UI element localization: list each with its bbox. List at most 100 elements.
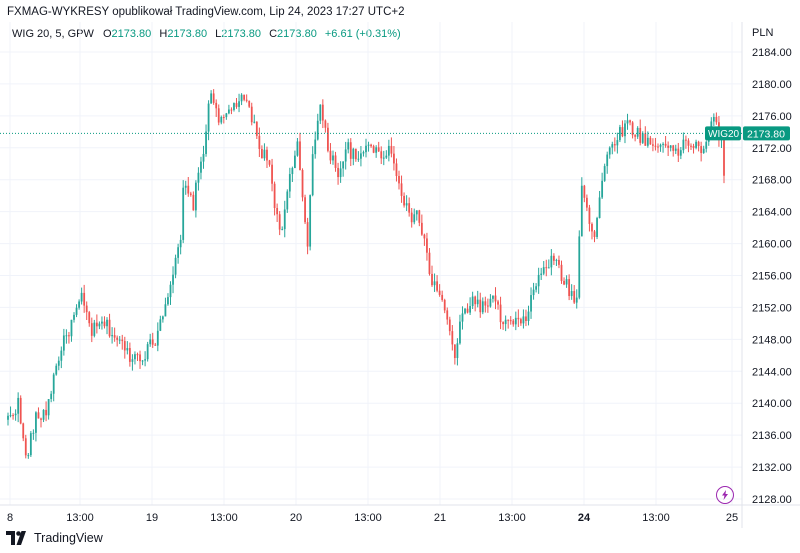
price-tick-label: 2164.00 [752,207,792,219]
candle [65,329,68,344]
candle [215,99,218,117]
time-tick-label: 13:00 [66,512,94,524]
candle [611,141,614,155]
candle [448,316,451,336]
candle [55,363,58,376]
candle [550,249,553,276]
candle [101,316,103,330]
candle [301,168,304,202]
candle [179,234,182,255]
candle [14,409,17,421]
candle [631,121,634,139]
tradingview-logo[interactable]: TradingView [6,531,103,545]
candle [464,308,466,315]
candle [108,313,111,338]
candle [349,138,352,167]
currency-label: PLN [752,27,773,39]
candle [347,138,350,154]
candle [35,411,37,442]
candle [220,115,223,125]
candle [248,100,251,108]
candle [400,175,403,203]
candle [588,204,591,232]
symbol-legend: WIG 20, 5, GPW O2173.80 H2173.80 L2173.8… [12,28,406,40]
candle [575,289,578,309]
candle [121,334,124,350]
legend-symbol[interactable]: WIG 20, 5, GPW [12,28,94,40]
candle [695,139,697,150]
candle [700,141,703,162]
candle [509,316,512,325]
candle [504,315,507,332]
candle [387,139,390,162]
candle [408,197,411,217]
price-tick-label: 2156.00 [752,271,792,283]
candle [705,140,708,153]
candle [428,248,431,276]
candle [299,132,301,171]
candle [530,287,532,319]
candle [639,119,642,146]
candle [398,170,400,190]
candle [514,311,517,331]
price-tick-label: 2172.00 [752,143,792,155]
time-axis[interactable]: 8 13:00 19 13:00 20 13:00 21 13:00 24 13:00 25 [7,512,738,524]
candle [644,126,647,146]
candle [393,145,395,171]
candle [73,312,75,323]
candle [552,253,555,265]
candle [271,158,273,192]
candle [70,319,73,342]
candle [144,351,147,367]
flash-icon[interactable] [716,486,734,504]
candle [266,146,268,168]
price-axis[interactable]: 2128.00 2132.00 2136.00 2140.00 2144.00 2148.… [752,47,792,506]
candle [189,191,192,197]
candle [537,267,540,294]
candle [527,305,530,326]
candle [558,255,560,269]
candle [205,124,207,157]
candle [654,137,657,151]
candle [261,145,263,159]
candle [116,335,119,347]
candle [659,143,662,152]
candle [377,141,380,153]
candle [423,233,426,246]
candle [52,372,55,402]
candle [354,148,357,162]
candle [334,151,337,172]
candle [75,304,78,318]
candle [545,259,548,277]
candle [128,342,131,367]
candle [471,291,474,309]
candle [177,243,180,264]
candle [525,309,527,327]
time-tick-label: 19 [146,512,158,524]
candle [380,146,383,165]
candle [560,260,563,284]
candle [664,136,667,148]
candle [636,126,639,139]
candle [573,285,576,304]
candle [646,131,649,148]
candle [273,181,276,216]
candle [360,145,362,167]
candle [306,217,309,255]
candle [210,90,213,104]
candle [652,138,654,152]
candle [169,281,172,305]
candle [47,399,50,420]
candle [494,287,497,310]
candle [37,407,40,419]
candle [17,392,20,423]
candle [139,350,141,369]
candle [286,189,289,213]
candle [532,282,535,300]
candle [362,150,365,157]
last-price-symbol-tag [705,126,741,141]
candle [184,180,187,195]
candle [453,344,456,365]
candle [90,317,93,343]
